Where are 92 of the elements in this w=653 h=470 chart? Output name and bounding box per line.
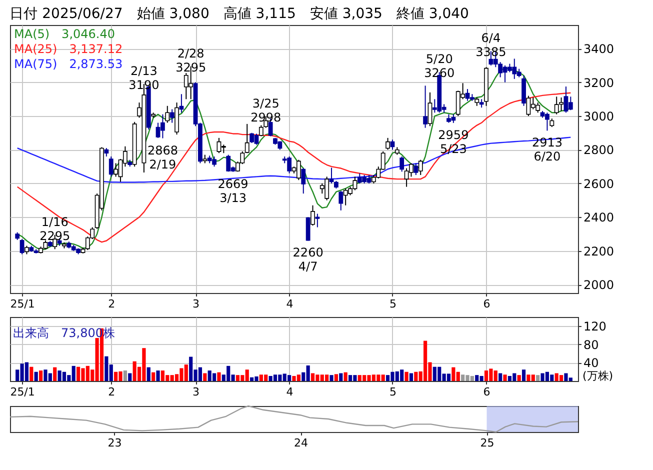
text: MA(5) 3,046.40 [14, 27, 115, 41]
bar [484, 370, 488, 381]
y-tick-label: 80 [584, 338, 599, 352]
y-tick-label: 2000 [584, 278, 614, 292]
bar [559, 375, 564, 381]
x-tick-label: 3 [192, 386, 200, 398]
bar [404, 372, 408, 381]
candlestick [306, 216, 310, 242]
text: MA(75) 2,873.53 [14, 57, 123, 71]
bar [310, 373, 315, 381]
x-tick-label: 24 [294, 436, 308, 450]
candlestick [315, 213, 320, 228]
candlestick [568, 96, 573, 111]
bar [517, 375, 521, 381]
x-tick-label: 5 [389, 298, 396, 310]
annotation: 2913 6/20 [532, 136, 562, 164]
candlestick [400, 156, 404, 172]
x-tick-label: 4 [286, 298, 294, 310]
bar [152, 372, 156, 381]
candlestick [296, 159, 301, 181]
candlestick [423, 85, 428, 128]
bar [212, 373, 216, 381]
y-tick-label: 120 [584, 320, 606, 334]
text: MA(25) 3,137.12 [14, 42, 123, 56]
y-tick-label: 3000 [584, 110, 614, 124]
annotation: 3/25 2998 [250, 96, 282, 124]
candlestick [418, 159, 423, 176]
bar [53, 367, 57, 381]
bar [34, 372, 38, 381]
bar [123, 370, 127, 381]
candlestick [390, 139, 395, 150]
candlestick [301, 168, 306, 194]
bar [160, 370, 165, 381]
bar [536, 375, 540, 381]
y-tick-label: 2400 [584, 210, 614, 225]
candlestick [226, 154, 231, 172]
bar [498, 373, 502, 381]
annotation: 2868 2/19 [147, 143, 178, 172]
bar [503, 374, 507, 381]
candlestick [428, 92, 432, 127]
bar [334, 374, 338, 381]
candlestick [20, 238, 24, 255]
x-tick-label: 25 [480, 436, 494, 450]
x-tick-label: 3 [192, 298, 200, 310]
bar [217, 372, 221, 381]
bar [156, 370, 160, 381]
annotation: 6/4 3385 [476, 31, 506, 60]
candlestick [170, 108, 174, 124]
x-tick-label: 25/1 [10, 298, 35, 310]
bar [203, 373, 207, 381]
bar [330, 375, 334, 381]
x-tick-label: 6 [483, 298, 490, 310]
bar [409, 373, 414, 381]
candlestick [338, 190, 344, 211]
y-tick-label: 3200 [584, 76, 614, 90]
candlestick [108, 156, 114, 178]
bar [446, 374, 451, 381]
annotation: 2260 4/7 [292, 246, 324, 274]
bar [128, 373, 132, 381]
y-tick-label: 2600 [584, 176, 614, 191]
annotation: 2/13 3190 [128, 64, 160, 92]
x-tick-label: 6 [483, 386, 490, 398]
x-tick-label: 2 [108, 298, 116, 310]
x-tick-label: 4 [286, 386, 294, 398]
x-tick-label: 5 [389, 386, 396, 398]
candlestick [310, 204, 315, 226]
y-tick-label: 2800 [584, 143, 614, 158]
bar [344, 372, 348, 381]
candlestick [114, 162, 118, 178]
bar [146, 367, 150, 381]
bar [236, 375, 240, 381]
bar [522, 370, 526, 381]
annotation: 2/28 3295 [176, 46, 206, 74]
bar [339, 373, 343, 381]
y-axis-title: (万株) [582, 370, 614, 382]
chart-title: 日付 2025/06/27 始値 3,080 高値 3,115 安値 3,035 終値 3,040 [10, 6, 469, 22]
x-tick-label: 25/1 [10, 386, 35, 398]
candlestick [386, 137, 390, 150]
line-series [16, 92, 572, 243]
bar [273, 374, 278, 381]
bar [30, 366, 34, 381]
annotation: 5/20 3260 [424, 52, 455, 80]
bar [38, 370, 43, 381]
x-tick-label: 23 [108, 436, 122, 450]
candlestick [414, 162, 418, 176]
y-tick-label: 40 [584, 356, 599, 370]
annotation: 1/16 2295 [40, 214, 70, 243]
candlestick [165, 105, 170, 124]
annotation: 2669 3/13 [218, 176, 248, 205]
y-tick-label: 3400 [584, 42, 614, 56]
y-tick-label: 2200 [584, 244, 614, 258]
x-tick-label: 2 [108, 386, 116, 398]
